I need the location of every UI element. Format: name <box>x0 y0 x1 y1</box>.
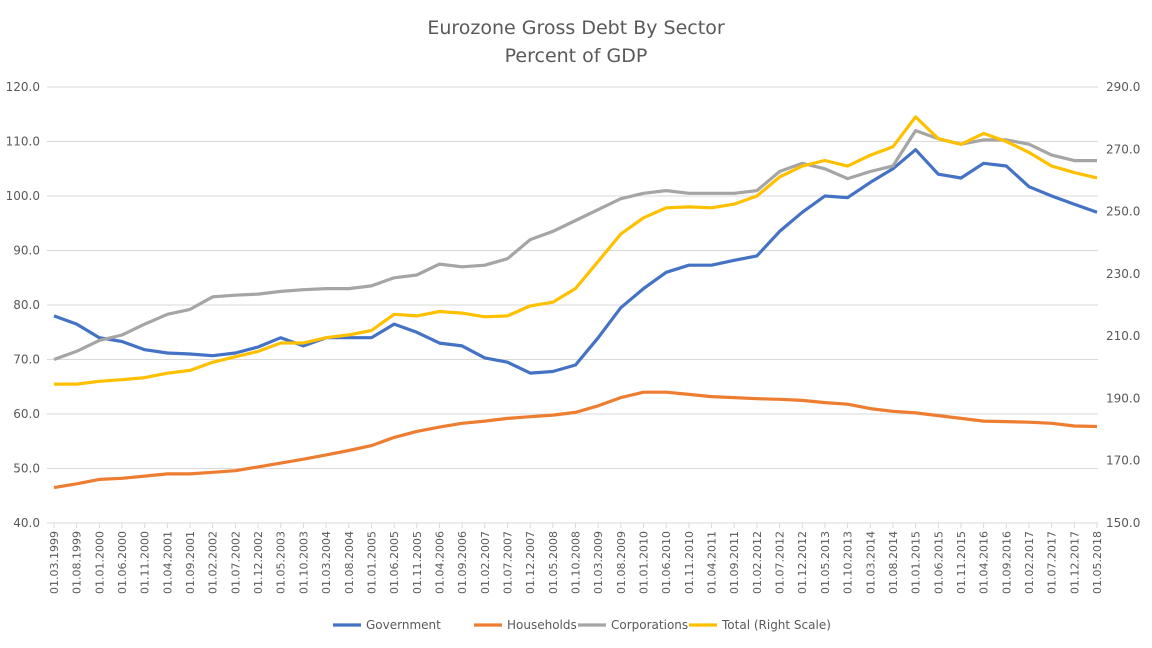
x-tick-label: 01.06.2000 <box>116 531 129 594</box>
y-tick-label: 40.0 <box>13 516 40 530</box>
x-tick-label: 01.08.1999 <box>71 531 84 594</box>
x-tick-label: 01.04.2011 <box>706 531 719 594</box>
y-tick-label: 120.0 <box>6 80 40 94</box>
x-tick-label: 01.11.2015 <box>955 531 968 594</box>
x-tick-label: 01.06.2010 <box>660 531 673 594</box>
y-tick-label: 90.0 <box>13 244 40 258</box>
x-tick-label: 01.12.2017 <box>1068 531 1081 594</box>
x-tick-label: 01.03.2004 <box>320 531 333 594</box>
x-tick-label: 01.02.2002 <box>207 531 220 594</box>
x-tick-label: 01.01.2000 <box>93 531 106 594</box>
x-tick-label: 01.09.2001 <box>184 531 197 594</box>
x-tick-label: 01.05.2008 <box>547 531 560 594</box>
legend-label: Corporations <box>611 618 688 632</box>
legend-label: Government <box>366 618 441 632</box>
series-line-households <box>53 390 1098 490</box>
x-tick-label: 01.02.2017 <box>1023 531 1036 594</box>
x-tick-label: 01.08.2014 <box>887 531 900 594</box>
legend-label: Households <box>507 618 577 632</box>
x-tick-label: 01.09.2006 <box>456 531 469 594</box>
x-tick-label: 01.02.2012 <box>751 531 764 594</box>
y-tick-label: 50.0 <box>13 462 40 476</box>
x-tick-label: 01.05.2018 <box>1091 531 1104 594</box>
y2-tick-label: 170.0 <box>1106 454 1140 468</box>
y-tick-label: 110.0 <box>6 135 40 149</box>
x-tick-label: 01.12.2007 <box>524 531 537 594</box>
x-tick-label: 01.07.2017 <box>1046 531 1059 594</box>
x-tick-label: 01.07.2012 <box>774 531 787 594</box>
x-tick-label: 01.02.2007 <box>479 531 492 594</box>
x-tick-label: 01.10.2003 <box>297 531 310 594</box>
chart-title: Eurozone Gross Debt By Sector <box>427 17 724 39</box>
x-tick-label: 01.05.2013 <box>819 531 832 594</box>
y2-tick-label: 230.0 <box>1106 267 1140 281</box>
y-tick-label: 70.0 <box>13 353 40 367</box>
x-tick-label: 01.11.2000 <box>139 531 152 594</box>
x-tick-label: 01.07.2007 <box>501 531 514 594</box>
y2-tick-label: 270.0 <box>1106 142 1140 156</box>
x-tick-label: 01.06.2005 <box>388 531 401 594</box>
x-tick-label: 01.10.2013 <box>842 531 855 594</box>
x-tick-label: 01.03.1999 <box>48 531 61 594</box>
y2-tick-label: 210.0 <box>1106 329 1140 343</box>
series-line-corporations <box>53 129 1097 362</box>
x-tick-label: 01.04.2016 <box>978 531 991 594</box>
x-tick-label: 01.07.2002 <box>229 531 242 594</box>
y-tick-label: 60.0 <box>13 407 40 421</box>
x-tick-label: 01.11.2010 <box>683 531 696 594</box>
y2-tick-label: 190.0 <box>1106 391 1140 405</box>
x-tick-label: 01.03.2014 <box>864 531 877 594</box>
x-tick-label: 01.06.2015 <box>932 531 945 594</box>
x-tick-label: 01.08.2004 <box>343 531 356 594</box>
x-tick-label: 01.08.2009 <box>615 531 628 594</box>
x-tick-label: 01.12.2012 <box>796 531 809 594</box>
x-tick-label: 01.11.2005 <box>411 531 424 594</box>
legend-label: Total (Right Scale) <box>721 618 831 632</box>
x-tick-label: 01.04.2006 <box>433 531 446 594</box>
x-tick-label: 01.09.2016 <box>1000 531 1013 594</box>
x-tick-label: 01.01.2005 <box>365 531 378 594</box>
y2-tick-label: 250.0 <box>1106 205 1140 219</box>
y-tick-label: 80.0 <box>13 298 40 312</box>
x-tick-label: 01.10.2008 <box>570 531 583 594</box>
x-tick-label: 01.03.2009 <box>592 531 605 594</box>
y2-tick-label: 290.0 <box>1106 80 1140 94</box>
x-tick-label: 01.09.2011 <box>728 531 741 594</box>
y2-tick-label: 150.0 <box>1106 516 1140 530</box>
series-line-total-right-scale- <box>54 115 1098 386</box>
x-tick-label: 01.12.2002 <box>252 531 265 594</box>
x-tick-label: 01.04.2001 <box>161 531 174 594</box>
y-tick-label: 100.0 <box>6 189 40 203</box>
chart-subtitle: Percent of GDP <box>505 45 648 67</box>
x-tick-label: 01.05.2003 <box>275 531 288 594</box>
series-line-government <box>53 148 1098 375</box>
x-tick-label: 01.01.2015 <box>910 531 923 594</box>
x-tick-label: 01.01.2010 <box>638 531 651 594</box>
